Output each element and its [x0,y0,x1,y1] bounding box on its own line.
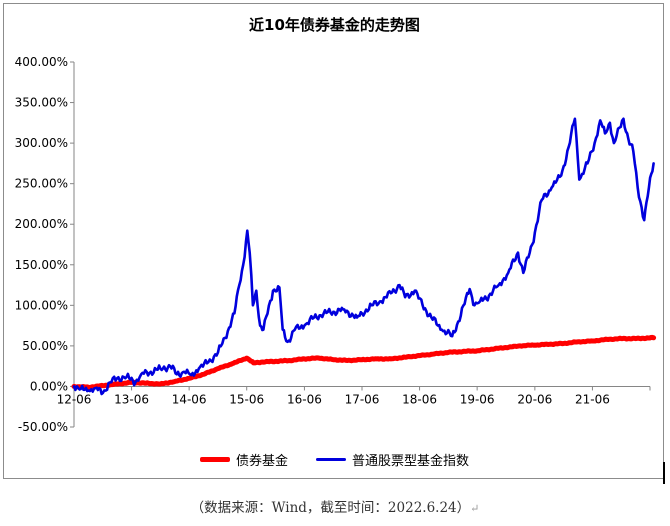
legend-swatch-equity [316,458,346,461]
y-tick-label: 350.00% [15,96,68,110]
legend-label-equity: 普通股票型基金指数 [352,454,470,469]
line-chart: 400.00% 350.00% 300.00% 250.00% 200.00% 150.0… [15,55,657,434]
x-tick-label: 17-06 [345,392,380,406]
return-icon: ↵ [470,502,480,515]
x-tick-label: 16-06 [287,392,322,406]
y-tick-label: 300.00% [15,136,68,150]
edge-mark [663,462,665,484]
source-note: （数据来源：Wind，截至时间：2022.6.24）↵ [0,496,670,516]
source-text: （数据来源：Wind，截至时间：2022.6.24） [190,500,471,516]
legend-item-bond: 债券基金 [199,450,288,469]
y-tick-label: 50.00% [22,339,68,353]
series-line-equity [72,117,655,396]
y-tick-label: 400.00% [15,55,68,69]
y-tick-label: 100.00% [15,298,68,312]
chart-frame: 近10年债券基金的走势图 400.00% 350.00% 300.00% 250.00… [3,3,664,479]
x-tick-label: 19-06 [460,392,495,406]
x-tick-label: 20-06 [517,392,552,406]
x-tick-label: 21-06 [575,392,610,406]
x-tick-label: 15-06 [229,392,264,406]
x-tick-label: 12-06 [57,392,92,406]
y-tick-label: 250.00% [15,177,68,191]
y-tick-label: 0.00% [30,379,68,393]
y-tick-label: 200.00% [15,217,68,231]
y-tick-label: -50.00% [18,420,68,434]
x-tick-label: 14-06 [172,392,207,406]
x-tick-label: 18-06 [402,392,437,406]
y-tick-label: 150.00% [15,258,68,272]
legend-item-equity: 普通股票型基金指数 [316,450,469,469]
legend: 债券基金 普通股票型基金指数 [4,450,665,469]
legend-label-bond: 债券基金 [235,454,288,469]
series-line-bond [71,334,657,390]
chart-title: 近10年债券基金的走势图 [249,16,420,34]
x-tick-label: 13-06 [114,392,149,406]
legend-swatch-bond [199,457,230,462]
